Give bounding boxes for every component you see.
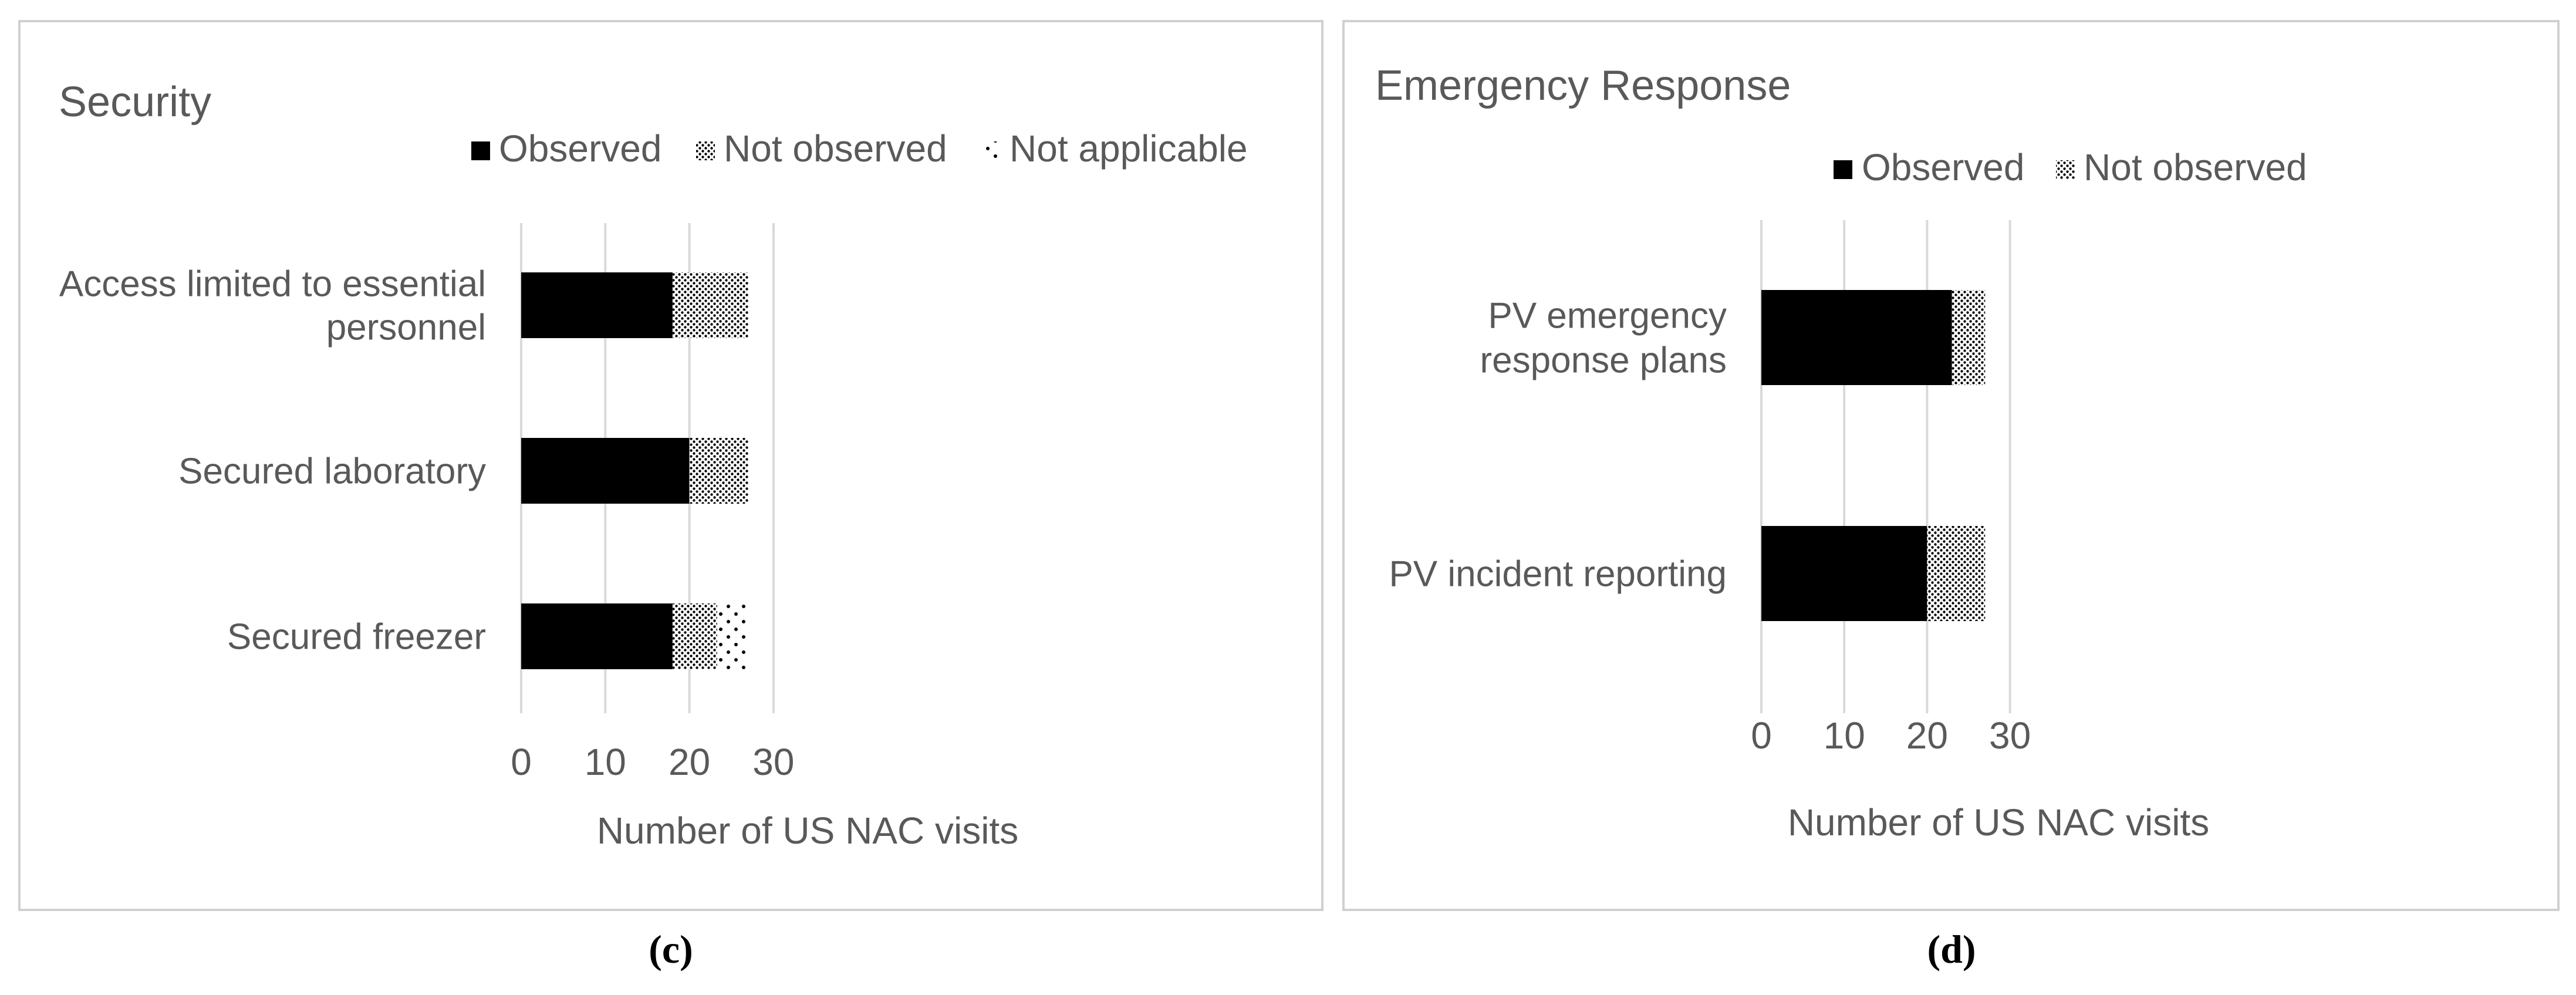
legend: Observed Not observed — [1834, 146, 2307, 188]
y-category-label: Access limited to essential personnel — [59, 264, 486, 348]
bar-not-observed-secured-laboratory — [689, 438, 748, 504]
panel-frame — [1342, 20, 2560, 911]
legend-swatch-not-observed — [2056, 160, 2075, 179]
bar-not-applicable-secured-freezer — [717, 603, 748, 669]
y-category-label: PV incident reporting — [1389, 554, 1727, 595]
chart-title: Emergency Response — [1375, 62, 1791, 109]
bar-observed-access-limited-to-essential-personnel — [521, 272, 673, 338]
x-tick-label: 0 — [511, 741, 532, 783]
chart-panel-emergency-response: Emergency Response Observed Not observed… — [1342, 20, 2560, 911]
bar-not-observed-pv-incident-reporting — [1927, 526, 1986, 621]
y-category-label: Secured laboratory — [178, 451, 486, 492]
x-axis-label: Number of US NAC visits — [597, 810, 1018, 852]
x-tick-label: 20 — [669, 741, 710, 783]
legend-label-observed: Observed — [499, 127, 661, 170]
legend-swatch-not-observed — [696, 141, 715, 160]
chart-title: Security — [59, 79, 211, 126]
panel-caption-c: (c) — [649, 927, 693, 972]
x-tick-label: 20 — [1906, 714, 1948, 757]
bar-not-observed-pv-emergency-response-plans — [1952, 290, 1986, 385]
chart-panel-security: Security Observed Not observed Not appli… — [18, 20, 1324, 911]
x-tick-label: 10 — [585, 741, 626, 783]
x-tick-label: 0 — [1751, 714, 1772, 757]
x-tick-label: 10 — [1824, 714, 1865, 757]
panel-caption-d: (d) — [1927, 927, 1976, 972]
bar-not-observed-secured-freezer — [672, 603, 717, 669]
x-tick-label: 30 — [752, 741, 794, 783]
bar-observed-secured-freezer — [521, 603, 673, 669]
bar-not-observed-access-limited-to-essential-personnel — [672, 272, 748, 338]
legend-swatch-observed — [1834, 160, 1852, 179]
bar-observed-secured-laboratory — [521, 438, 690, 504]
x-tick-label: 30 — [1989, 714, 2031, 757]
y-category-label: Secured freezer — [227, 617, 486, 657]
y-category-label: PV emergency response plans — [1480, 296, 1727, 381]
legend-swatch-observed — [471, 141, 490, 160]
legend-swatch-not-applicable — [982, 141, 1001, 160]
bar-observed-pv-incident-reporting — [1761, 526, 1927, 621]
bar-observed-pv-emergency-response-plans — [1761, 290, 1952, 385]
legend-label-not-observed: Not observed — [2084, 146, 2307, 188]
x-axis-label: Number of US NAC visits — [1788, 801, 2209, 844]
legend-label-observed: Observed — [1862, 146, 2024, 188]
legend-label-not-applicable: Not applicable — [1010, 127, 1248, 170]
legend: Observed Not observed Not applicable — [471, 127, 1248, 170]
legend-label-not-observed: Not observed — [724, 127, 947, 170]
